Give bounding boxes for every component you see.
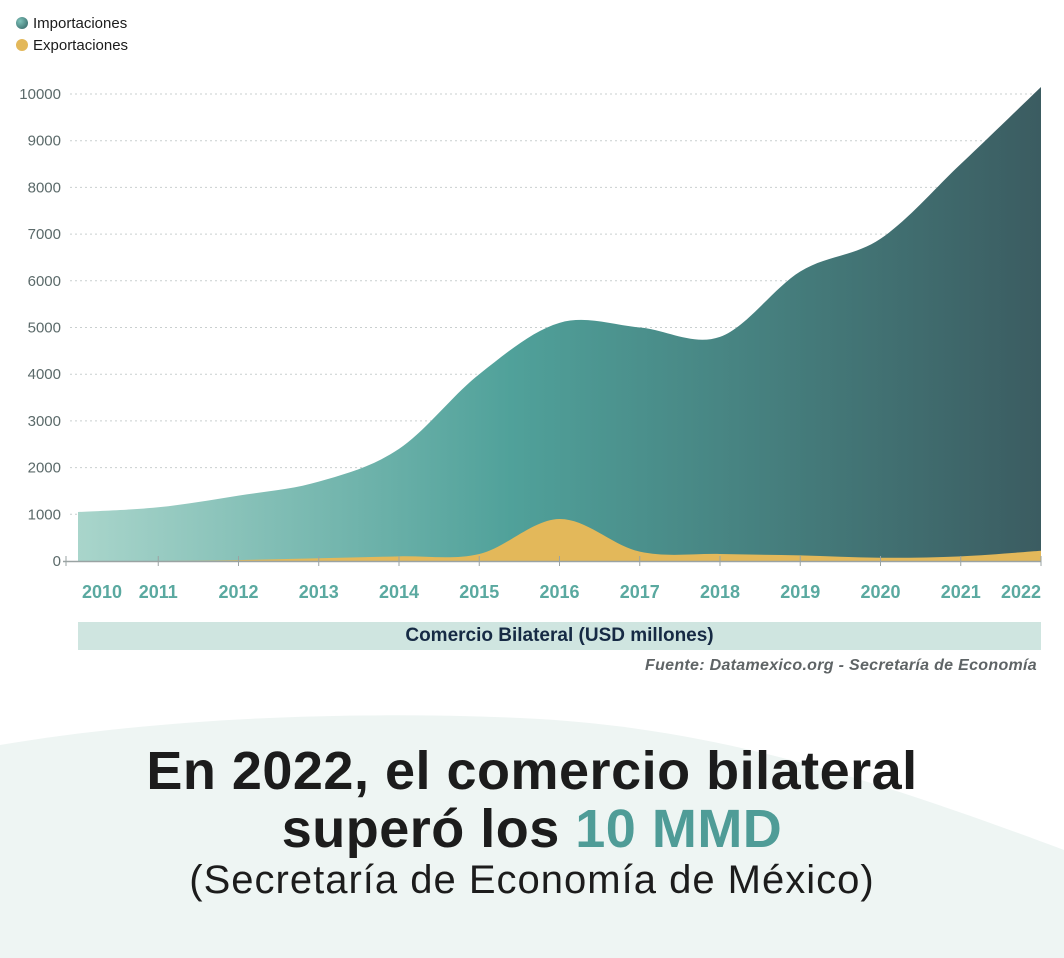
exportaciones-area — [78, 518, 1041, 562]
y-tick-label: 8000 — [28, 179, 61, 196]
y-tick-label: 0 — [53, 553, 61, 570]
importaciones-swatch-icon — [16, 17, 28, 29]
y-tick-label: 10000 — [19, 86, 61, 103]
x-tick-label: 2012 — [218, 582, 258, 602]
x-tick-label: 2021 — [941, 582, 981, 602]
x-tick-label: 2018 — [700, 582, 740, 602]
x-axis — [63, 556, 1042, 566]
x-tick-label: 2020 — [860, 582, 900, 602]
legend-item-exportaciones: Exportaciones — [16, 34, 128, 56]
series-areas — [78, 86, 1041, 562]
headline-accent: 10 MMD — [575, 799, 783, 859]
legend-label-importaciones: Importaciones — [33, 14, 128, 32]
y-tick-label: 4000 — [28, 366, 61, 383]
source-note: Fuente: Datamexico.org - Secretaría de E… — [645, 657, 1037, 674]
legend-label-exportaciones: Exportaciones — [33, 36, 129, 54]
y-tick-label: 6000 — [28, 273, 61, 290]
x-tick-label: 2015 — [459, 582, 499, 602]
legend-item-importaciones: Importaciones — [16, 12, 128, 34]
x-tick-label: 2011 — [139, 582, 178, 602]
chart-banner: Comercio Bilateral (USD millones) — [78, 622, 1041, 650]
headline-line-2: superó los 10 MMD — [0, 800, 1064, 858]
y-tick-label: 5000 — [28, 320, 61, 337]
headline-line-2-prefix: superó los — [281, 799, 576, 859]
exportaciones-swatch-icon — [16, 39, 28, 51]
x-tick-label: 2016 — [539, 582, 579, 602]
x-tick-label: 2017 — [620, 582, 660, 602]
headline: En 2022, el comercio bilateral superó lo… — [0, 742, 1064, 858]
y-tick-label: 3000 — [28, 413, 61, 430]
area-chart: 0 1000 2000 3000 4000 5000 6000 7000 8000 9000 100… — [19, 86, 1042, 602]
x-tick-label: 2010 — [82, 582, 122, 602]
banner-label: Comercio Bilateral (USD millones) — [405, 625, 714, 646]
y-tick-label: 7000 — [28, 226, 61, 243]
headline-line-1: En 2022, el comercio bilateral — [146, 741, 918, 801]
importaciones-area — [78, 86, 1041, 562]
x-tick-label: 2013 — [299, 582, 339, 602]
legend: Importaciones Exportaciones — [16, 12, 128, 56]
y-tick-label: 1000 — [28, 506, 61, 523]
y-tick-label: 2000 — [28, 460, 61, 477]
x-tick-label: 2014 — [379, 582, 419, 602]
headline-subtitle: (Secretaría de Economía de México) — [189, 858, 875, 902]
x-tick-label: 2019 — [780, 582, 820, 602]
x-axis-ticks: 2010 2011 2012 2013 2014 2015 2016 2017 2018 2019… — [82, 582, 1041, 602]
y-tick-label: 9000 — [28, 133, 61, 150]
x-tick-label: 2022 — [1001, 582, 1041, 602]
y-axis-ticks: 0 1000 2000 3000 4000 5000 6000 7000 8000 9000 100… — [19, 86, 61, 570]
